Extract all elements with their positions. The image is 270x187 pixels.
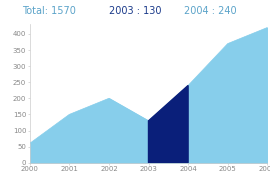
Text: Total: 1570: Total: 1570 (22, 6, 76, 16)
Polygon shape (148, 85, 188, 163)
Text: 2004 : 240: 2004 : 240 (184, 6, 237, 16)
Text: 2003 : 130: 2003 : 130 (109, 6, 161, 16)
